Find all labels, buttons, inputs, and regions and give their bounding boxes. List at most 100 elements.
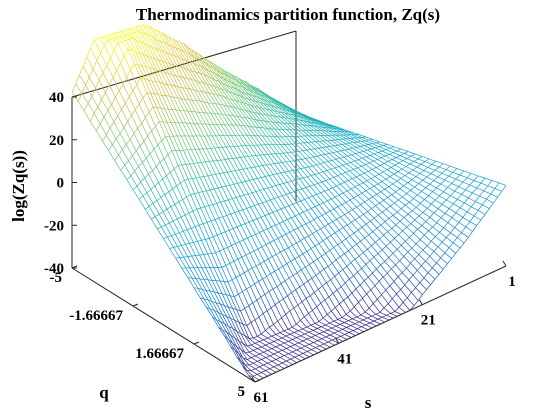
mesh-segment-s (244, 335, 250, 339)
mesh-segment-q (406, 268, 414, 276)
mesh-segment-s (276, 251, 281, 255)
mesh-segment-q (396, 211, 405, 218)
mesh-segment-s (294, 330, 299, 333)
mesh-segment-q (168, 191, 176, 205)
mesh-segment-s (244, 155, 249, 158)
mesh-segment-q (287, 295, 295, 309)
mesh-segment-q (240, 125, 248, 136)
mesh-segment-s (296, 115, 301, 118)
mesh-segment-q (219, 303, 227, 317)
mesh-segment-q (175, 47, 183, 60)
mesh-segment-q (296, 115, 304, 122)
mesh-segment-q (284, 171, 292, 182)
mesh-segment-q (423, 277, 431, 285)
mesh-segment-s (158, 178, 163, 183)
mesh-segment-s (263, 337, 268, 341)
mesh-segment-q (451, 217, 460, 223)
mesh-segment-s (265, 242, 271, 245)
mesh-segment-q (241, 145, 249, 157)
mesh-segment-s (151, 216, 156, 220)
mesh-segment-q (222, 329, 229, 340)
s-tick-label: 21 (421, 313, 436, 329)
mesh-segment-s (358, 319, 364, 323)
mesh-segment-q (345, 143, 353, 149)
mesh-segment-q (204, 92, 213, 104)
mesh-segment-q (383, 234, 391, 243)
mesh-segment-s (323, 341, 329, 345)
mesh-segment-q (320, 228, 328, 239)
mesh-segment-q (325, 324, 333, 329)
mesh-segment-q (346, 327, 354, 331)
mesh-segment-s (407, 292, 412, 299)
mesh-segment-s (193, 89, 198, 92)
mesh-segment-s (400, 284, 406, 290)
mesh-segment-s (286, 261, 291, 264)
mesh-segment-s (374, 281, 380, 286)
mesh-segment-q (258, 166, 266, 177)
mesh-segment-q (350, 262, 358, 273)
mesh-segment-s (345, 199, 351, 203)
mesh-segment-s (135, 25, 140, 28)
mesh-segment-q (115, 96, 122, 110)
mesh-segment-q (191, 49, 199, 59)
mesh-segment-s (130, 32, 135, 35)
mesh-segment-q (373, 160, 381, 166)
mesh-segment-s (170, 168, 175, 173)
mesh-segment-q (324, 299, 332, 312)
mesh-segment-q (440, 183, 448, 188)
q-tick-mark (132, 303, 139, 307)
mesh-segment-q (244, 156, 252, 168)
mesh-segment-q (263, 351, 270, 357)
mesh-segment-s (292, 118, 296, 120)
mesh-segment-s (212, 316, 217, 320)
mesh-segment-q (316, 306, 324, 319)
mesh-segment-s (314, 125, 319, 128)
mesh-segment-q (460, 207, 468, 213)
mesh-segment-s (183, 256, 188, 258)
mesh-segment-q (199, 72, 207, 84)
mesh-segment-s (166, 206, 172, 210)
mesh-segment-s (347, 222, 352, 226)
mesh-segment-s (361, 324, 366, 328)
mesh-segment-q (182, 199, 190, 214)
mesh-segment-s (296, 240, 301, 244)
mesh-segment-q (145, 117, 152, 132)
mesh-segment-q (238, 108, 246, 118)
mesh-segment-q (305, 266, 313, 279)
mesh-segment-q (130, 175, 138, 187)
mesh-segment-q (241, 116, 249, 127)
mesh-segment-s (437, 241, 443, 248)
mesh-segment-s (121, 40, 126, 43)
mesh-segment-q (212, 160, 220, 174)
mesh-segment-q (425, 187, 433, 192)
mesh-segment-q (359, 216, 367, 225)
mesh-segment-q (311, 141, 319, 149)
mesh-segment-s (374, 152, 379, 155)
mesh-segment-q (306, 176, 315, 186)
mesh-segment-q (377, 183, 386, 190)
mesh-segment-s (430, 236, 436, 242)
mesh-segment-q (153, 29, 161, 42)
mesh-segment-s (406, 223, 412, 228)
mesh-segment-s (349, 232, 355, 237)
mesh-segment-s (287, 292, 292, 297)
mesh-segment-s (286, 358, 291, 362)
mesh-segment-s (451, 178, 457, 184)
mesh-segment-q (435, 236, 443, 243)
mesh-segment-q (206, 222, 214, 237)
mesh-segment-q (421, 225, 429, 231)
mesh-segment-s (367, 148, 372, 151)
mesh-segment-s (96, 53, 101, 61)
mesh-segment-q (234, 135, 242, 146)
mesh-segment-q (217, 87, 225, 98)
mesh-segment-q (157, 94, 165, 109)
mesh-segment-s (235, 274, 241, 278)
mesh-segment-q (239, 196, 247, 209)
mesh-segment-s (458, 181, 464, 187)
mesh-segment-s (145, 153, 151, 159)
mesh-segment-q (351, 134, 359, 139)
mesh-segment-q (395, 191, 403, 198)
mesh-segment-q (325, 146, 334, 153)
mesh-segment-s (323, 200, 328, 204)
mesh-segment-q (325, 180, 333, 189)
